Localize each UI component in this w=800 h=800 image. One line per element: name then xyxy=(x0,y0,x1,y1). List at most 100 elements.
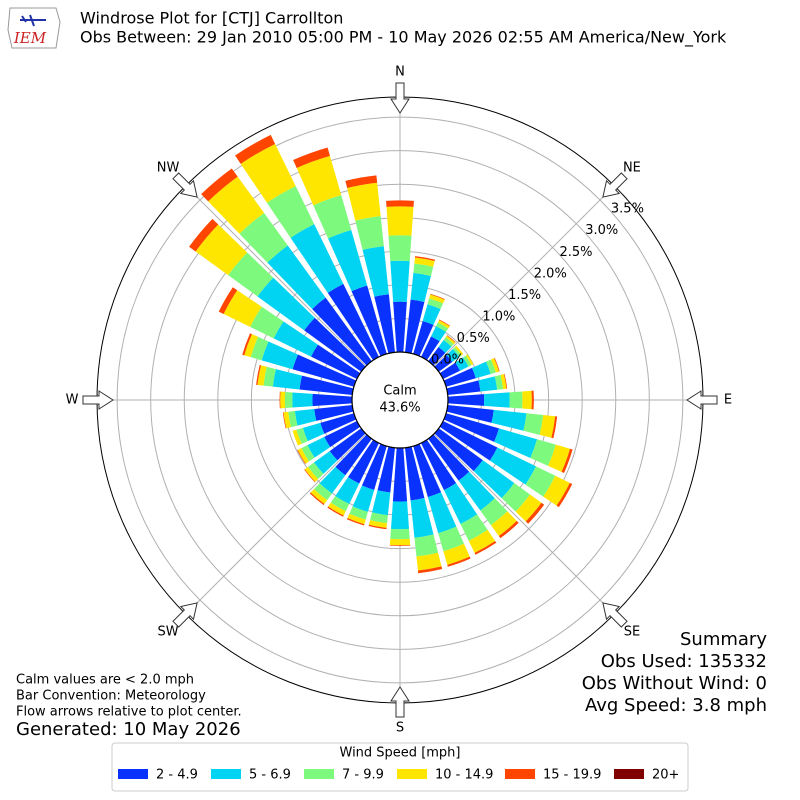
wind-bar-segment xyxy=(501,483,531,512)
wind-bar-segment xyxy=(427,298,443,309)
wind-bar-segment xyxy=(503,373,508,389)
wind-bar-segment xyxy=(330,495,350,512)
grid-spoke xyxy=(433,433,615,615)
wind-bar-segment xyxy=(307,462,324,480)
wind-bar-segment xyxy=(543,475,570,506)
wind-bar-segment xyxy=(428,347,446,366)
wind-bar-segment xyxy=(228,252,274,297)
chart-title: Windrose Plot for [CTJ] Carrollton xyxy=(80,9,343,28)
wind-bar-segment xyxy=(463,355,472,367)
wind-bar-segment xyxy=(310,489,328,504)
r-tick-label: 1.0% xyxy=(482,310,515,325)
wind-bar-segment xyxy=(525,466,556,497)
wind-bar-segment xyxy=(301,445,315,462)
wind-bar-segment xyxy=(393,301,407,353)
wind-bar-segment xyxy=(446,380,481,395)
wind-bar-segment xyxy=(525,502,545,524)
wind-bar-segment xyxy=(256,365,261,386)
r-tick-label: 2.0% xyxy=(534,266,567,281)
note: Bar Convention: Meteorology xyxy=(16,689,206,704)
wind-bar-segment xyxy=(428,434,470,481)
wind-bar-segment xyxy=(311,344,361,379)
r-tick-label: 0.0% xyxy=(431,353,464,368)
wind-bar-segment xyxy=(494,428,538,459)
wind-bar-segment xyxy=(345,175,378,189)
legend-swatch xyxy=(304,769,334,779)
wind-bar-segment xyxy=(422,304,441,325)
logo-icon xyxy=(20,14,46,27)
wind-bar-segment xyxy=(439,362,461,379)
legend-label: 7 - 9.9 xyxy=(342,768,384,783)
wind-bar-segment xyxy=(452,347,462,357)
wind-bar-segment xyxy=(347,513,366,525)
wind-bar-segment xyxy=(189,218,219,252)
wind-bar-segment xyxy=(267,245,326,309)
wind-bar-segment xyxy=(417,566,443,574)
wind-bar-segment xyxy=(329,428,366,461)
wind-bar-segment xyxy=(324,421,361,448)
flow-arrow xyxy=(602,602,628,628)
wind-bar-segment xyxy=(307,436,331,458)
wind-bar-segment xyxy=(494,357,500,372)
wind-bar-segment xyxy=(438,319,451,327)
wind-bar-segment xyxy=(390,260,410,302)
wind-bar-segment xyxy=(370,512,388,524)
wind-bar-segment xyxy=(239,212,288,263)
wind-bar-segment xyxy=(293,147,330,168)
note: Calm values are < 2.0 mph xyxy=(16,673,194,688)
logo: IEM xyxy=(7,7,61,49)
wind-bar-segment xyxy=(494,374,504,390)
wind-bar-segment xyxy=(413,263,434,276)
wind-bar-segment xyxy=(455,357,469,371)
summary-line: Obs Without Wind: 0 xyxy=(582,673,767,694)
wind-bar-segment xyxy=(413,443,442,498)
wind-bar-segment xyxy=(292,392,313,408)
wind-bar-segment xyxy=(282,412,287,429)
wind-bar-segment xyxy=(443,483,478,524)
wind-bar-segment xyxy=(530,439,556,466)
legend-label: 5 - 6.9 xyxy=(249,768,291,783)
wind-bar-segment xyxy=(460,514,488,541)
wind-bar-segment xyxy=(446,348,460,362)
wind-bar-segment xyxy=(242,333,252,356)
wind-bar-segment xyxy=(465,354,474,366)
wind-bar-segment xyxy=(312,393,353,407)
wind-bar-segment xyxy=(389,544,411,546)
wind-bar-segment xyxy=(223,290,262,327)
wind-bar-segment xyxy=(304,317,366,372)
wind-bar-segment xyxy=(313,483,332,501)
wind-bar-segment xyxy=(472,361,491,379)
wind-bar-segment xyxy=(218,287,238,314)
wind-bar-segment xyxy=(523,413,544,435)
wind-bar-segment xyxy=(556,482,573,508)
wind-bar-segment xyxy=(296,155,342,206)
wind-bar-segment xyxy=(288,411,298,428)
wind-bar-segment xyxy=(405,299,425,354)
wind-bar-segment xyxy=(290,224,344,293)
legend-swatch xyxy=(211,769,241,779)
direction-label: S xyxy=(396,721,404,736)
wind-bar-segment xyxy=(302,422,325,442)
wind-bar-segment xyxy=(486,359,496,375)
calm-label: Calm xyxy=(383,384,416,399)
wind-bar-segment xyxy=(327,283,379,361)
wind-bar-segment xyxy=(561,448,573,474)
wind-bar-segment xyxy=(447,394,485,406)
legend-swatch xyxy=(505,769,535,779)
wind-bar-segment xyxy=(421,439,457,491)
wind-bar-segment xyxy=(473,460,515,499)
wind-bar-segment xyxy=(392,447,408,502)
note: Flow arrows relative to plot center. xyxy=(16,705,242,720)
wind-bar-segment xyxy=(437,320,450,329)
wind-bar-segment xyxy=(484,392,510,408)
direction-label: E xyxy=(724,393,732,408)
wind-bar-segment xyxy=(347,182,381,221)
calm-circle xyxy=(351,351,449,449)
r-tick-label: 0.5% xyxy=(457,331,490,346)
wind-bar-segment xyxy=(297,448,310,464)
wind-bar-segment xyxy=(416,552,442,571)
wind-bar-segment xyxy=(374,294,395,354)
legend-label: 2 - 4.9 xyxy=(156,768,198,783)
wind-bar-segment xyxy=(349,506,368,520)
wind-bar-segment xyxy=(272,369,302,390)
